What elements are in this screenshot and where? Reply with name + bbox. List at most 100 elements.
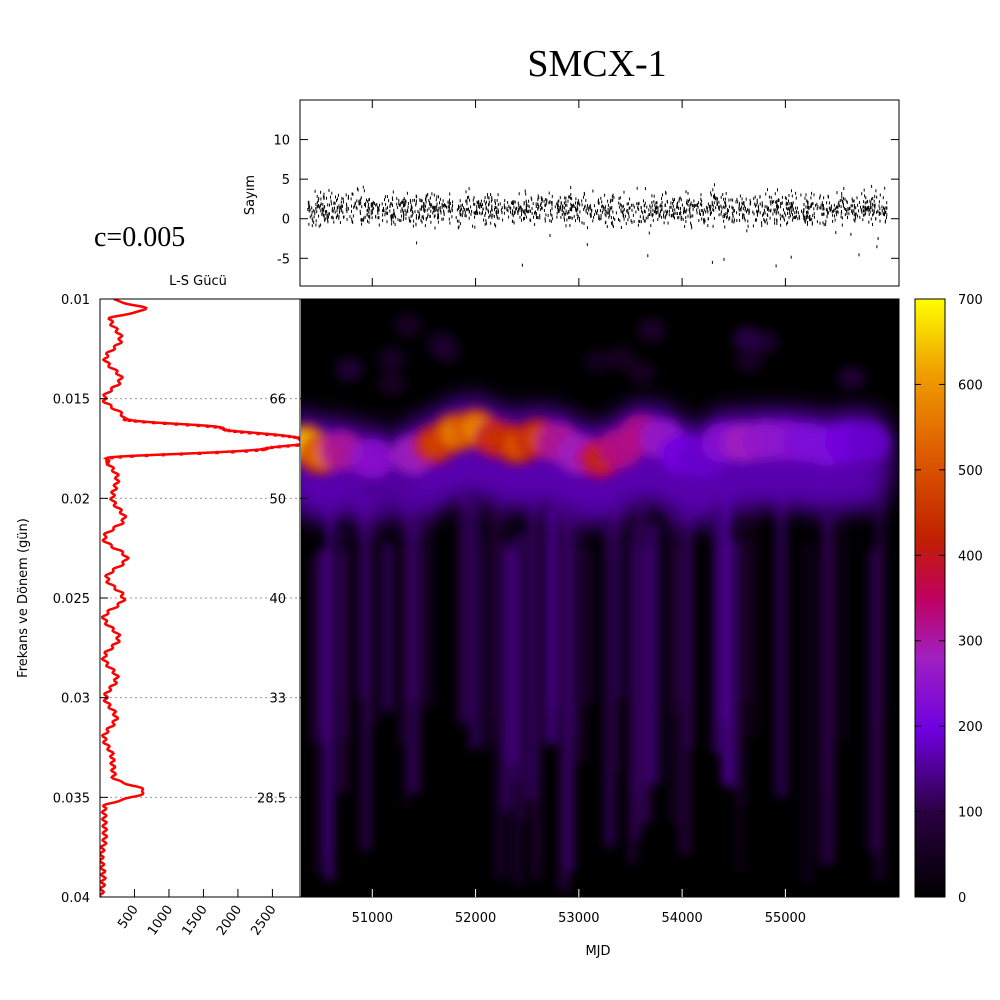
lightcurve-point (487, 195, 489, 199)
lightcurve-point (822, 205, 824, 209)
lightcurve-point (874, 194, 876, 198)
lightcurve-point (730, 198, 732, 202)
lightcurve-point (496, 206, 498, 210)
lightcurve-point (736, 219, 738, 222)
lightcurve-point (551, 217, 553, 221)
lightcurve-point (448, 206, 450, 210)
lightcurve-point (577, 207, 579, 211)
lightcurve-point (439, 197, 441, 201)
lightcurve-point (342, 204, 343, 208)
lightcurve-point (367, 200, 369, 204)
lightcurve-point (794, 211, 796, 215)
lightcurve-point (484, 222, 486, 226)
lightcurve-point (686, 202, 688, 206)
lightcurve-point (510, 201, 512, 205)
lightcurve-point (568, 195, 570, 199)
lightcurve-point (826, 210, 828, 213)
spectrogram-streak (384, 542, 391, 713)
lightcurve-point (788, 199, 789, 203)
lightcurve-point (410, 215, 412, 218)
colorbar-tick-label: 0 (958, 891, 966, 906)
lightcurve-point (685, 220, 687, 223)
lightcurve-point (560, 215, 562, 219)
lightcurve-point (878, 204, 880, 208)
lightcurve-point (840, 211, 842, 215)
lightcurve-point (827, 211, 829, 215)
lightcurve-point (816, 220, 818, 224)
lightcurve-point (365, 201, 367, 205)
lightcurve-point (720, 210, 722, 214)
lightcurve-point (601, 200, 603, 204)
lightcurve-point (770, 196, 772, 199)
lightcurve-point (398, 202, 400, 206)
lightcurve-point (849, 206, 851, 210)
lightcurve-point (774, 192, 776, 196)
lightcurve-point (710, 207, 712, 211)
lightcurve-point (638, 219, 640, 223)
lightcurve-point (443, 213, 445, 216)
lightcurve-point (691, 226, 693, 230)
lightcurve-point (565, 209, 567, 213)
lightcurve-point (713, 194, 714, 198)
lightcurve-point (570, 196, 571, 200)
lightcurve-point (404, 203, 406, 207)
colorbar-tick-label: 200 (958, 720, 983, 735)
lightcurve-point (589, 212, 591, 216)
lightcurve-point (583, 195, 584, 199)
lightcurve-point (467, 196, 468, 200)
lightcurve-point (648, 208, 650, 212)
lightcurve-point (551, 214, 553, 217)
lightcurve-x-ticks (371, 100, 786, 286)
lightcurve-point (677, 205, 679, 209)
lightcurve-point (411, 210, 413, 213)
ls-x-ticks: 500 1000 1500 2000 2500 (115, 889, 280, 938)
lightcurve-point (684, 208, 685, 212)
lightcurve-point (835, 231, 837, 234)
lightcurve-point (647, 214, 649, 218)
ls-ytick-label: 0.03 (61, 692, 90, 707)
lightcurve-point (431, 203, 433, 207)
lightcurve-point (316, 210, 318, 214)
colorbar-tick-label: 400 (958, 549, 983, 564)
lightcurve-point (714, 193, 715, 197)
lightcurve-point (637, 202, 639, 206)
lightcurve-point (369, 216, 371, 220)
lightcurve-point (359, 212, 361, 215)
lightcurve-point (862, 218, 864, 222)
lightcurve-point (330, 195, 331, 199)
lightcurve-point (682, 217, 684, 221)
spectrogram-streak (868, 548, 881, 852)
lightcurve-point (551, 194, 553, 198)
annotation-c: c=0.005 (94, 222, 185, 253)
lightcurve-point (780, 217, 781, 221)
ls-power-marker (227, 428, 232, 433)
lightcurve-point (308, 203, 310, 207)
lightcurve-point (370, 202, 372, 206)
lightcurve-point (415, 201, 417, 205)
lightcurve-point (315, 219, 317, 223)
lightcurve-point (407, 205, 409, 209)
lightcurve-point (678, 199, 680, 203)
lightcurve-point (619, 202, 621, 206)
lightcurve-point (314, 210, 316, 214)
lightcurve-point (686, 201, 687, 205)
lightcurve-point (861, 210, 863, 214)
lightcurve-point (323, 213, 325, 217)
lightcurve-point (680, 217, 682, 221)
lightcurve-point (819, 206, 821, 210)
lightcurve-point (391, 222, 393, 226)
spectrogram-ridge-core (301, 408, 890, 479)
lightcurve-ytick-label: 0 (282, 213, 290, 228)
lightcurve-point (326, 214, 328, 217)
lightcurve-point (609, 213, 611, 217)
lightcurve-point (318, 205, 320, 208)
lightcurve-point (614, 218, 616, 221)
lightcurve-point (537, 207, 539, 210)
lightcurve-point (707, 210, 709, 214)
lightcurve-point (442, 204, 444, 207)
lightcurve-point (672, 202, 674, 205)
lightcurve-point (698, 219, 700, 222)
lightcurve-point (452, 200, 454, 204)
lightcurve-point (834, 207, 836, 211)
lightcurve-point (378, 208, 380, 212)
